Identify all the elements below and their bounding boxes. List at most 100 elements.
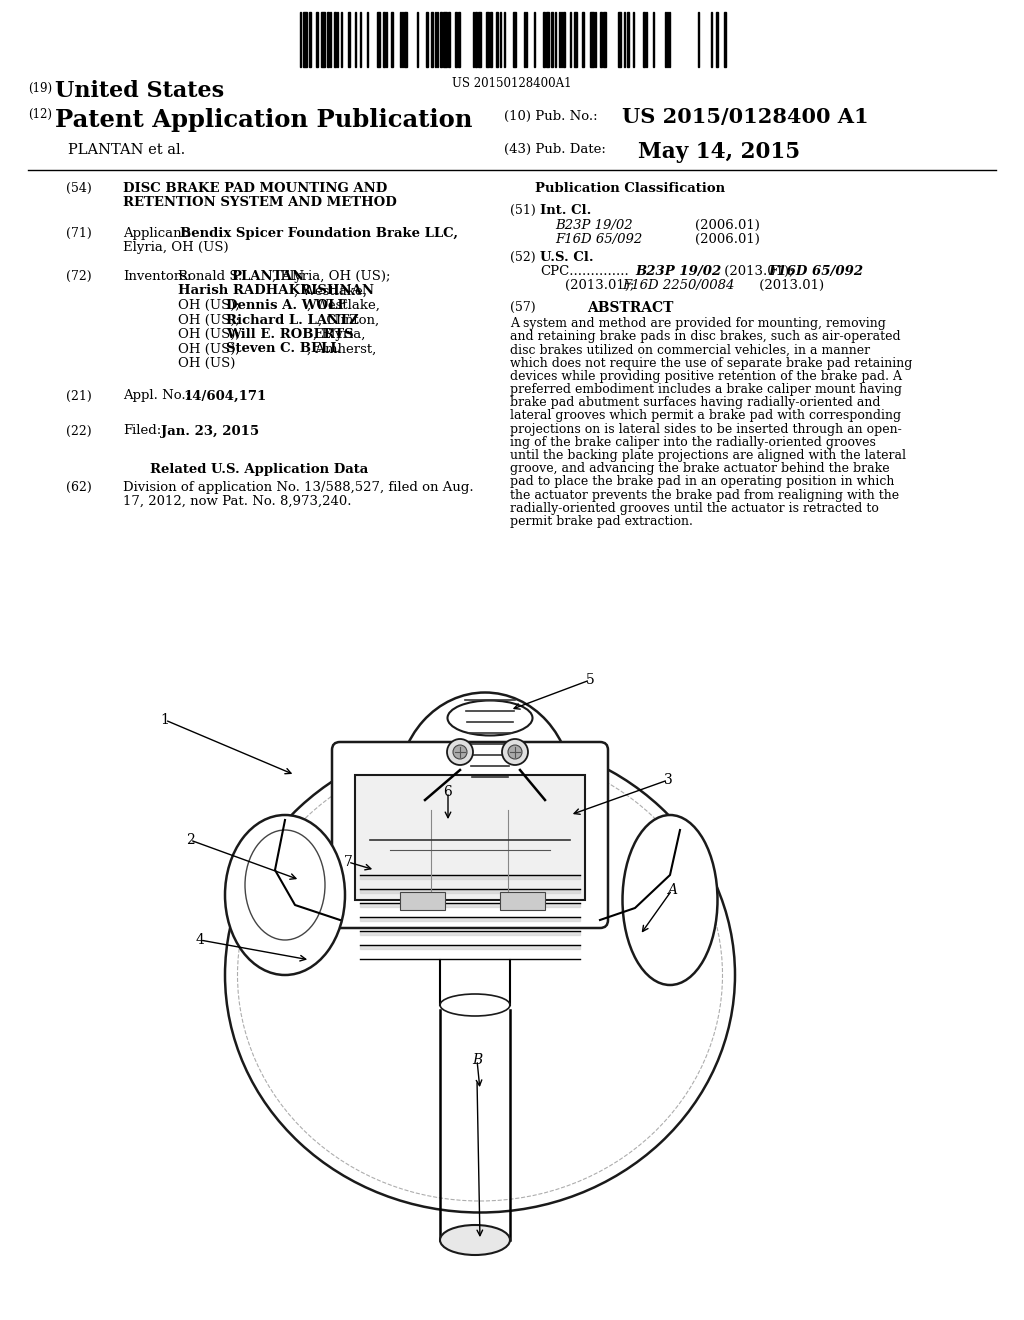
Text: (51): (51) [510,205,536,216]
Text: OH (US): OH (US) [178,356,236,370]
Bar [603,12,606,67]
Text: U.S. Cl.: U.S. Cl. [540,251,594,264]
Text: , Elyria, OH (US);: , Elyria, OH (US); [271,271,390,282]
Circle shape [502,739,528,766]
Bar [490,12,492,67]
Circle shape [508,744,522,759]
Bar [716,12,718,67]
Bar [546,12,549,67]
Text: RETENTION SYSTEM AND METHOD: RETENTION SYSTEM AND METHOD [123,197,396,210]
Text: Steven C. BELL: Steven C. BELL [225,342,339,355]
Text: US 2015/0128400 A1: US 2015/0128400 A1 [622,107,868,127]
Text: Division of application No. 13/588,527, filed on Aug.: Division of application No. 13/588,527, … [123,480,474,494]
Bar [400,892,445,909]
Text: and retaining brake pads in disc brakes, such as air-operated: and retaining brake pads in disc brakes,… [510,330,901,343]
Text: Appl. No.:: Appl. No.: [123,389,190,403]
Bar [478,12,481,67]
Text: B: B [472,1053,482,1067]
Text: 3: 3 [664,774,673,787]
Text: (22): (22) [66,425,91,437]
Text: OH (US);: OH (US); [178,314,244,326]
Text: lateral grooves which permit a brake pad with corresponding: lateral grooves which permit a brake pad… [510,409,901,422]
Text: (62): (62) [66,480,92,494]
Bar [627,12,629,67]
Text: Jan. 23, 2015: Jan. 23, 2015 [161,425,259,437]
Text: , Amherst,: , Amherst, [307,342,376,355]
Text: United States: United States [55,81,224,102]
Text: OH (US);: OH (US); [178,300,244,312]
Bar [574,12,577,67]
Text: (52): (52) [510,251,536,264]
Text: B23P 19/02: B23P 19/02 [555,219,633,232]
Text: (12): (12) [28,108,52,121]
Text: CPC: CPC [540,265,569,279]
Bar [543,12,545,67]
Bar [309,12,311,67]
Text: , Clinton,: , Clinton, [318,314,380,326]
Text: (19): (19) [28,82,52,95]
Text: 5: 5 [586,673,594,686]
Bar [321,12,325,67]
Circle shape [453,744,467,759]
Text: which does not require the use of separate brake pad retaining: which does not require the use of separa… [510,356,912,370]
Bar [303,12,307,67]
Ellipse shape [440,1225,510,1255]
Bar [334,12,336,67]
Bar [724,12,726,67]
Text: OH (US);: OH (US); [178,327,244,341]
Bar [590,12,594,67]
Bar [500,892,545,909]
Bar [377,12,380,67]
Bar [643,12,645,67]
Text: (71): (71) [66,227,92,240]
Text: 2: 2 [185,833,195,847]
Text: preferred embodiment includes a brake caliper mount having: preferred embodiment includes a brake ca… [510,383,902,396]
Text: , Elyria,: , Elyria, [312,327,366,341]
Text: US 20150128400A1: US 20150128400A1 [453,77,571,90]
Bar [455,12,457,67]
Text: ing of the brake caliper into the radially-oriented grooves: ing of the brake caliper into the radial… [510,436,876,449]
Text: , Westlake,: , Westlake, [294,285,367,297]
Text: devices while providing positive retention of the brake pad. A: devices while providing positive retenti… [510,370,902,383]
Bar [383,12,385,67]
Text: (2013.01): (2013.01) [755,279,824,292]
Text: Applicant:: Applicant: [123,227,191,240]
Circle shape [447,739,473,766]
Text: DISC BRAKE PAD MOUNTING AND: DISC BRAKE PAD MOUNTING AND [123,182,387,195]
Text: F16D 65/092: F16D 65/092 [555,234,642,246]
Text: Filed:: Filed: [123,425,161,437]
Text: OH (US);: OH (US); [178,342,244,355]
Text: 6: 6 [443,785,453,799]
Text: groove, and advancing the brake actuator behind the brake: groove, and advancing the brake actuator… [510,462,890,475]
Text: (10) Pub. No.:: (10) Pub. No.: [504,110,598,123]
Text: Patent Application Publication: Patent Application Publication [55,108,472,132]
Text: Richard L. LANTZ: Richard L. LANTZ [225,314,358,326]
FancyBboxPatch shape [332,742,608,928]
Bar [486,12,489,67]
Ellipse shape [447,701,532,735]
Bar [327,12,329,67]
Bar [440,12,442,67]
Text: F16D 65/092: F16D 65/092 [768,265,863,279]
Bar [316,12,318,67]
Text: Related U.S. Application Data: Related U.S. Application Data [150,462,368,475]
Text: 14/604,171: 14/604,171 [183,389,266,403]
Text: B23P 19/02: B23P 19/02 [635,265,721,279]
Bar [404,12,407,67]
Text: (2006.01): (2006.01) [695,234,760,246]
Bar [582,12,584,67]
Text: , Westlake,: , Westlake, [307,300,380,312]
Text: Will E. ROBERTS: Will E. ROBERTS [225,327,353,341]
Bar [618,12,621,67]
Text: Publication Classification: Publication Classification [535,182,725,195]
Text: 17, 2012, now Pat. No. 8,973,240.: 17, 2012, now Pat. No. 8,973,240. [123,495,351,508]
Text: brake pad abutment surfaces having radially-oriented and: brake pad abutment surfaces having radia… [510,396,881,409]
Text: Bendix Spicer Foundation Brake LLC,: Bendix Spicer Foundation Brake LLC, [180,227,458,240]
Text: (2013.01);: (2013.01); [565,279,639,292]
Text: Int. Cl.: Int. Cl. [540,205,592,216]
Bar [551,12,553,67]
Text: the actuator prevents the brake pad from realigning with the: the actuator prevents the brake pad from… [510,488,899,502]
Text: (21): (21) [66,389,92,403]
Text: ..............: .............. [565,265,629,279]
Text: until the backing plate projections are aligned with the lateral: until the backing plate projections are … [510,449,906,462]
